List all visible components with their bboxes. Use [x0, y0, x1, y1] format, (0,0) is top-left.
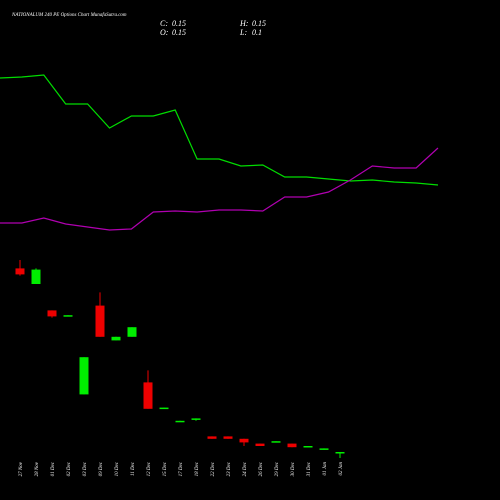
x-tick-label: 02 Dec: [67, 461, 72, 476]
candle-body: [127, 327, 137, 337]
x-tick-label: 28 Nov: [35, 461, 40, 476]
candle-body: [255, 443, 265, 446]
candle-body: [175, 420, 185, 423]
x-tick-label: 03 Dec: [83, 461, 88, 476]
info-value: 0.15: [172, 28, 186, 37]
info-label: C:: [160, 19, 168, 28]
x-tick-label: 30 Dec: [291, 461, 296, 476]
candle-body: [159, 407, 169, 410]
candle-body: [111, 336, 121, 341]
indicator-line: [0, 147, 439, 231]
candle-body: [271, 441, 281, 443]
candle-body: [303, 446, 313, 448]
candle-body: [239, 438, 249, 443]
candle-body: [287, 443, 297, 448]
x-tick-label: 22 Dec: [211, 461, 216, 476]
x-tick-label: 11 Dec: [131, 461, 136, 476]
x-tick-label: 09 Dec: [99, 461, 104, 476]
x-tick-label: 10 Dec: [115, 461, 120, 476]
candle-body: [143, 382, 153, 409]
chart-title: NATIONALUM 240 PE Options Chart MunafaSu…: [11, 13, 127, 18]
x-tick-label: 01 Jan: [323, 462, 328, 476]
candle-body: [223, 436, 233, 439]
x-tick-label: 24 Dec: [243, 461, 248, 476]
x-tick-label: 31 Dec: [307, 461, 312, 476]
x-tick-label: 12 Dec: [147, 461, 152, 476]
x-tick-label: 15 Dec: [163, 461, 168, 476]
x-tick-label: 27 Nov: [19, 461, 24, 476]
info-value: 0.15: [172, 19, 186, 28]
candle-body: [63, 315, 73, 317]
info-value: 0.1: [252, 28, 262, 37]
candle-body: [31, 269, 41, 284]
candle-body: [95, 305, 105, 337]
x-tick-label: 23 Dec: [227, 461, 232, 476]
candle-body: [79, 357, 89, 395]
info-label: L:: [239, 28, 247, 37]
info-label: H:: [239, 19, 249, 28]
x-tick-label: 18 Dec: [195, 461, 200, 476]
candle-body: [191, 418, 201, 420]
candle-body: [15, 268, 25, 275]
info-label: O:: [160, 28, 169, 37]
candle-body: [319, 448, 329, 450]
x-tick-label: 01 Dec: [51, 461, 56, 476]
candle-body: [335, 452, 345, 454]
candle-body: [207, 436, 217, 439]
x-tick-label: 29 Dec: [275, 461, 280, 476]
x-tick-label: 17 Dec: [179, 461, 184, 476]
candle-body: [47, 310, 57, 317]
x-tick-label: 26 Dec: [259, 461, 264, 476]
indicator-line: [0, 74, 439, 186]
x-tick-label: 02 Jan: [339, 462, 344, 476]
info-value: 0.15: [252, 19, 266, 28]
